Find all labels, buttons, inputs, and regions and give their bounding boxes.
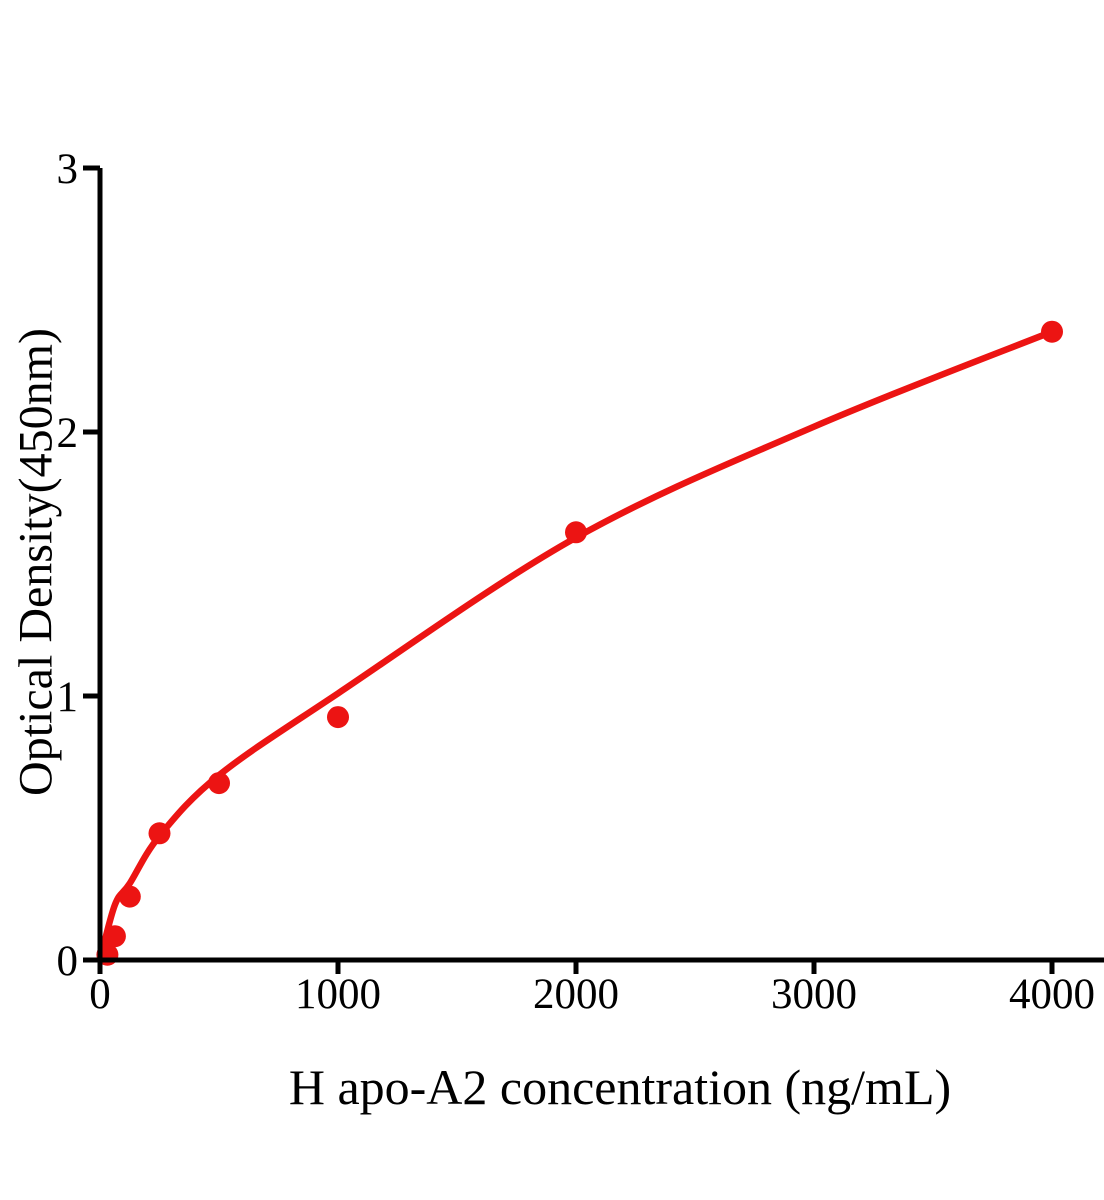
data-point (565, 521, 587, 544)
y-tick-label: 1 (57, 674, 79, 721)
data-point (103, 925, 126, 948)
y-axis-title: Optical Density(450nm) (9, 328, 63, 796)
data-point (148, 822, 171, 845)
data-point (327, 706, 349, 729)
x-tick-label: 1000 (295, 971, 381, 1018)
data-point (208, 772, 230, 795)
data-point (118, 885, 141, 908)
x-tick-label: 0 (89, 971, 111, 1018)
y-tick-label: 3 (57, 146, 79, 193)
axis-lines (97, 168, 1104, 963)
fit-curve (96, 328, 1056, 964)
data-point (1041, 320, 1063, 343)
x-tick-label: 2000 (533, 971, 619, 1018)
x-tick-label: 3000 (771, 971, 857, 1018)
y-tick-label: 0 (57, 938, 79, 985)
y-tick-label: 2 (57, 410, 79, 457)
x-axis-title: H apo-A2 concentration (ng/mL) (288, 1059, 952, 1115)
x-tick-label: 4000 (1009, 971, 1095, 1018)
